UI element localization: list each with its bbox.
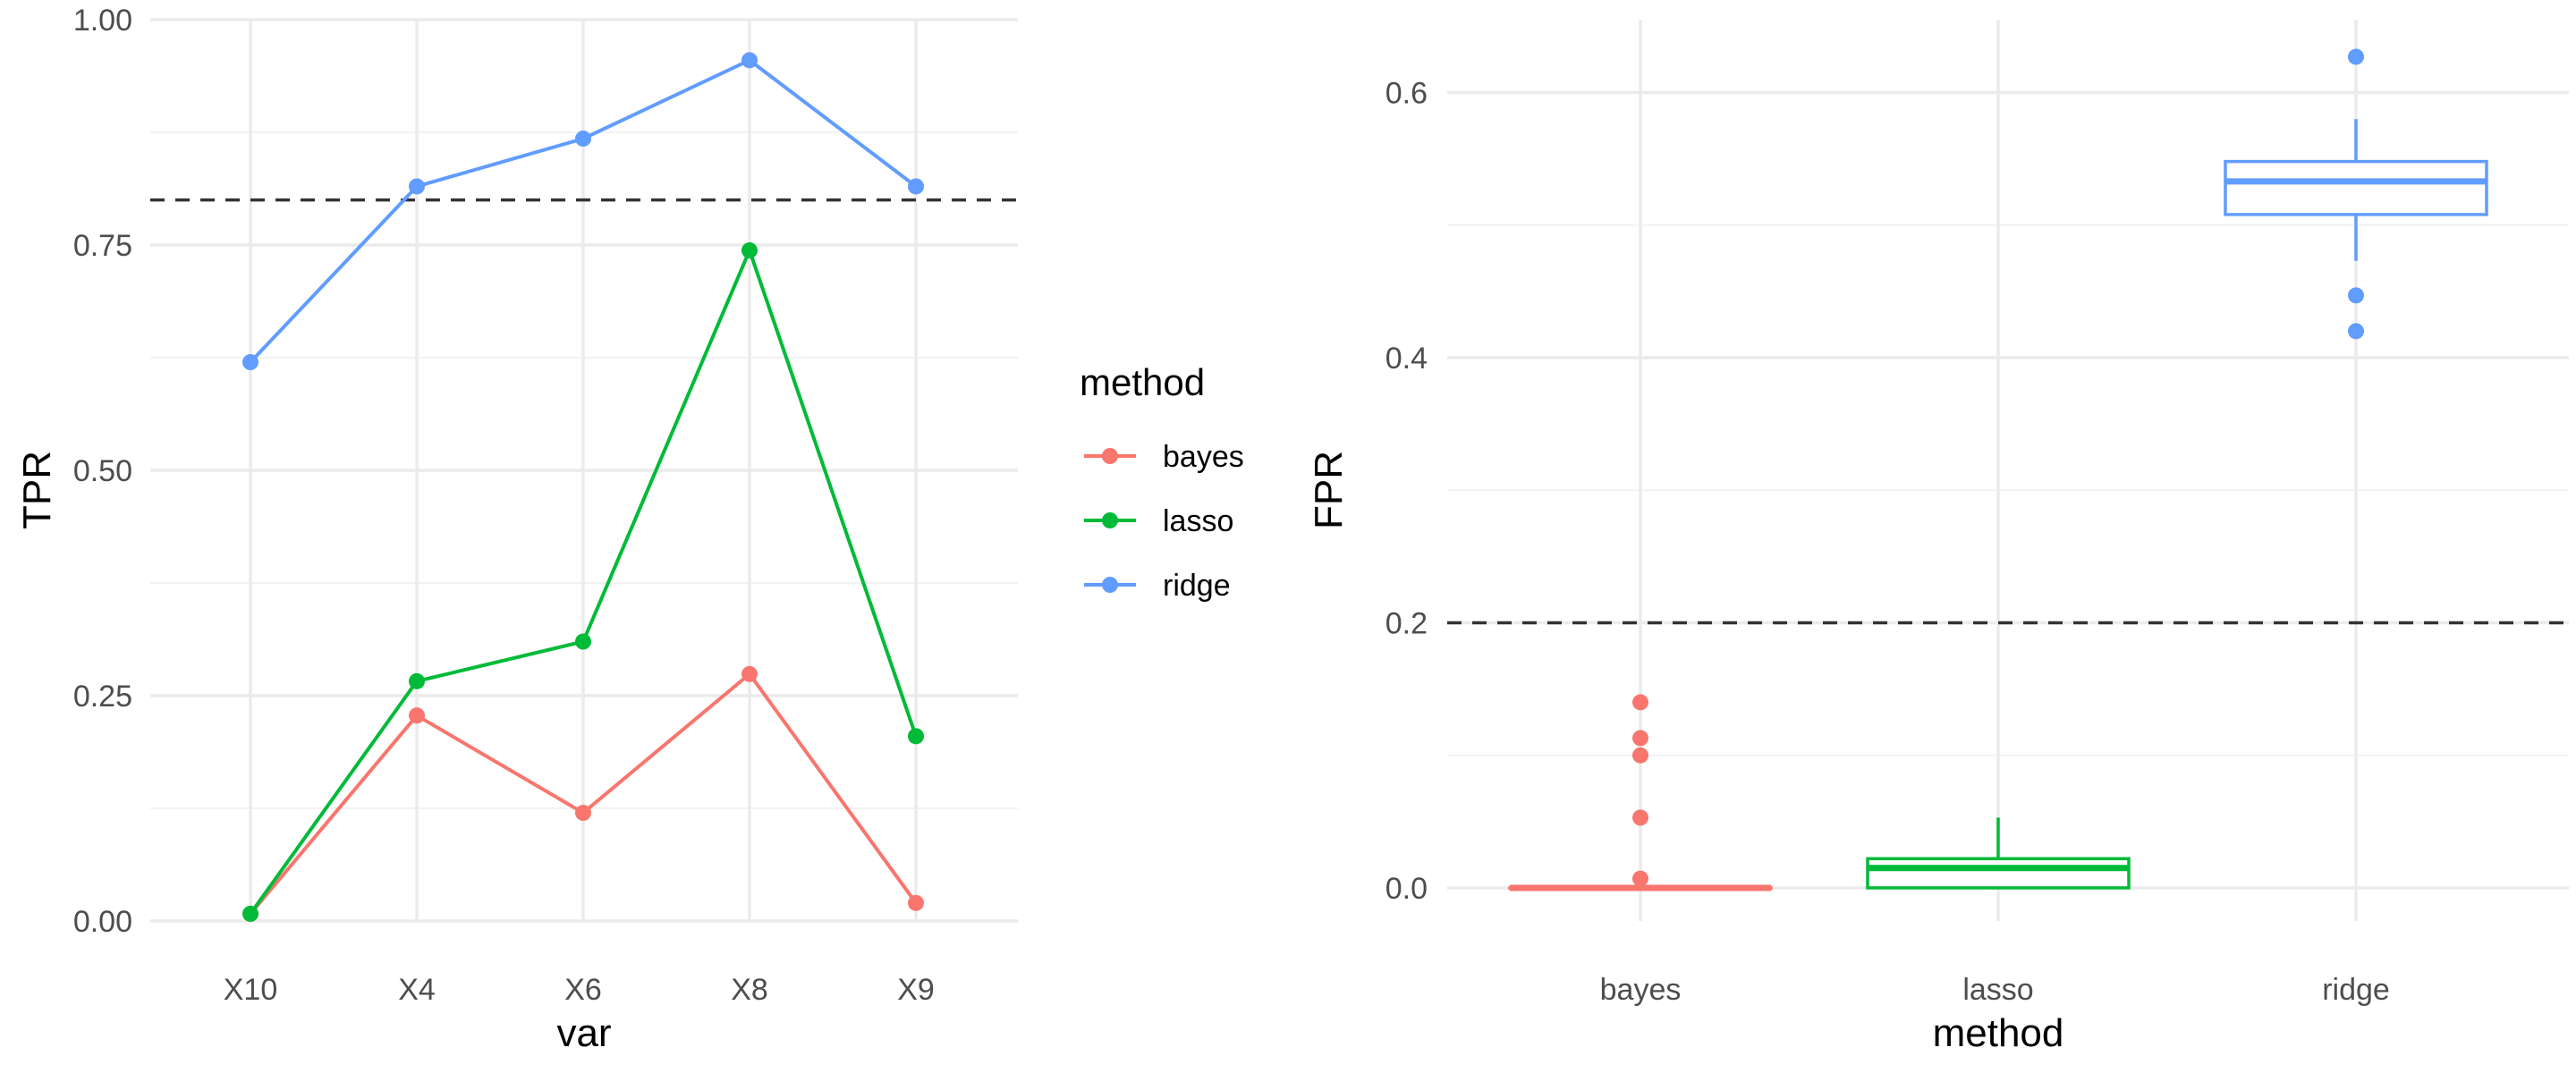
fpr-y-tick-label: 0.4: [1385, 342, 1428, 376]
fpr-outlier-bayes: [1632, 747, 1648, 764]
fpr-y-axis-title: FPR: [1307, 451, 1351, 529]
tpr-point-bayes: [409, 707, 425, 724]
tpr-y-axis-title: TPR: [15, 451, 59, 529]
tpr-x-tick-label: X8: [731, 973, 768, 1007]
tpr-x-tick-label: X6: [564, 973, 602, 1007]
tpr-point-bayes: [741, 665, 758, 682]
fpr-box-ridge: [2224, 159, 2488, 216]
tpr-y-tick-label: 0.75: [73, 229, 132, 263]
fpr-box-lasso: [1866, 857, 2131, 890]
fpr-outlier-bayes: [1632, 694, 1648, 711]
tpr-point-lasso: [908, 728, 924, 745]
legend-label-ridge: ridge: [1163, 569, 1231, 603]
tpr-line-chart: 0.00 0.25 0.50 0.75 1.00 X10 X4 X6 X8 X9 var TPR: [15, 4, 1018, 1055]
tpr-x-tick-label: X10: [224, 973, 278, 1007]
tpr-point-ridge: [908, 178, 924, 195]
legend-items: bayes lasso ridge: [1084, 440, 1244, 603]
tpr-point-ridge: [242, 354, 258, 371]
tpr-point-bayes: [908, 894, 924, 911]
fpr-y-tick-label: 0.2: [1385, 606, 1428, 640]
tpr-point-lasso: [741, 242, 758, 259]
fpr-y-tick-label: 0.0: [1385, 872, 1428, 906]
fpr-box-plot: 0.0 0.2 0.4 0.6 bayes lasso ridge method FPR: [1307, 20, 2569, 1055]
fpr-x-tick-label: bayes: [1600, 973, 1682, 1007]
tpr-x-tick-label: X9: [897, 973, 935, 1007]
tpr-y-tick-label: 0.50: [73, 454, 132, 488]
tpr-y-tick-label: 0.25: [73, 680, 132, 714]
fpr-outlier-bayes: [1632, 730, 1648, 747]
fpr-x-tick-label: lasso: [1962, 973, 2033, 1007]
fpr-outlier-bayes: [1632, 809, 1648, 826]
fpr-boxes: [1508, 48, 2488, 891]
fpr-outlier-ridge: [2348, 287, 2364, 304]
legend-key-point-lasso: [1102, 512, 1118, 528]
tpr-gridlines: [150, 18, 1018, 923]
tpr-y-tick-label: 0.00: [73, 905, 132, 939]
fpr-x-tick-label: ridge: [2322, 973, 2390, 1007]
tpr-point-lasso: [575, 633, 591, 650]
legend-title: method: [1080, 361, 1205, 403]
tpr-x-axis-title: var: [556, 1011, 611, 1055]
tpr-point-ridge: [575, 131, 591, 148]
legend-label-bayes: bayes: [1163, 440, 1244, 474]
tpr-point-ridge: [409, 178, 425, 195]
tpr-point-ridge: [741, 52, 758, 69]
legend-label-lasso: lasso: [1163, 504, 1233, 538]
legend-key-point-bayes: [1102, 448, 1118, 464]
tpr-y-tick-labels: 0.00 0.25 0.50 0.75 1.00: [73, 4, 132, 939]
fpr-y-tick-labels: 0.0 0.2 0.4 0.6: [1385, 77, 1428, 906]
fpr-outlier-bayes: [1632, 870, 1648, 887]
tpr-x-tick-label: X4: [398, 973, 436, 1007]
fpr-x-axis-title: method: [1933, 1011, 2064, 1055]
tpr-point-lasso: [242, 905, 258, 922]
tpr-point-lasso: [409, 672, 425, 689]
fpr-outlier-ridge: [2348, 323, 2364, 340]
tpr-y-tick-label: 1.00: [73, 4, 132, 38]
legend-key-point-ridge: [1102, 577, 1118, 593]
fpr-outlier-ridge: [2348, 48, 2364, 65]
method-legend: method bayes lasso ridge: [1080, 361, 1244, 603]
tpr-series-points: [242, 52, 924, 922]
tpr-point-bayes: [575, 805, 591, 822]
fpr-y-tick-label: 0.6: [1385, 77, 1428, 111]
tpr-x-tick-labels: X10 X4 X6 X8 X9: [224, 973, 935, 1007]
fpr-x-tick-labels: bayes lasso ridge: [1600, 973, 2390, 1007]
